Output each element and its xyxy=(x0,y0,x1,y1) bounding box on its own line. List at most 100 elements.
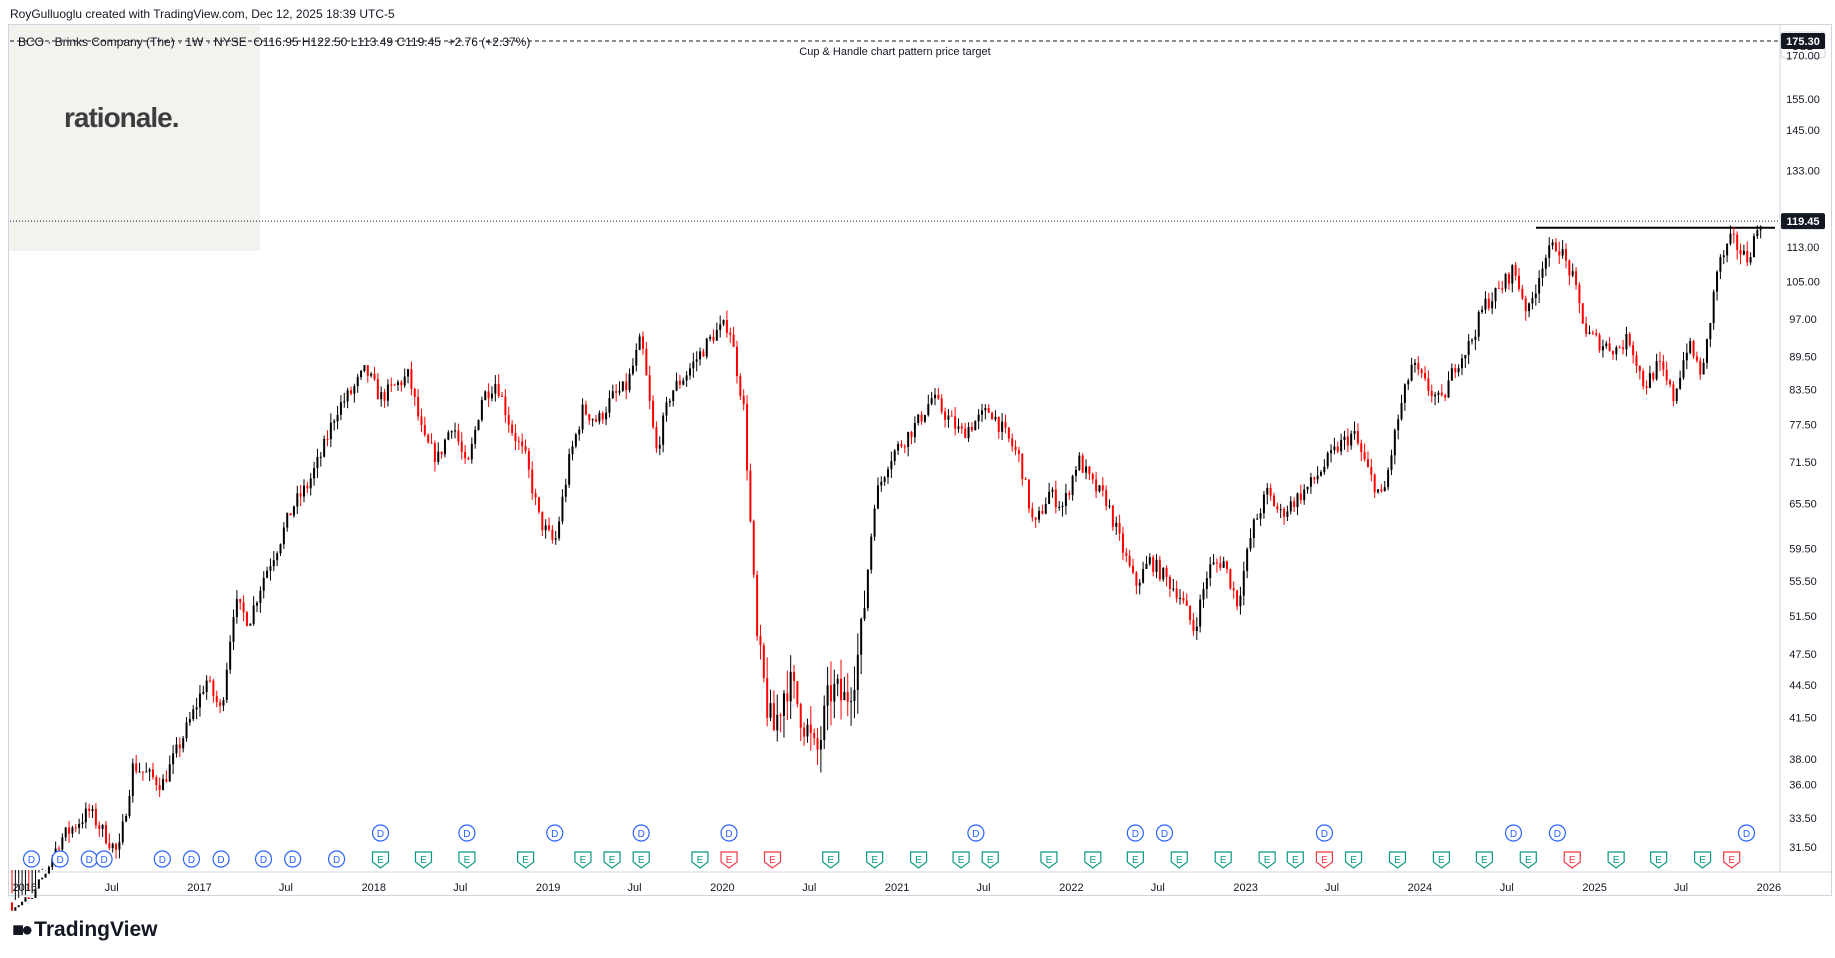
candle-body xyxy=(829,685,832,702)
price-axis[interactable]: USD 175.30119.45170.00155.00145.00133.00… xyxy=(1780,31,1826,854)
candle-body xyxy=(1313,477,1316,480)
candle-body xyxy=(1471,340,1474,342)
candle-body xyxy=(1679,377,1682,389)
candle-body xyxy=(605,412,608,420)
candle-body xyxy=(185,722,188,739)
dividend-marker xyxy=(1315,824,1334,842)
candle-body xyxy=(484,391,487,401)
candle-body xyxy=(1014,446,1017,451)
dividend-marker-glyph: D xyxy=(57,855,64,866)
candle-body xyxy=(860,618,863,655)
candle-body xyxy=(1182,597,1185,601)
y-tick-label: 77.50 xyxy=(1789,419,1817,431)
dividend-marker-glyph: D xyxy=(972,829,979,840)
candle-body xyxy=(1689,341,1692,353)
candle-body xyxy=(1266,487,1269,495)
earnings-marker-glyph: E xyxy=(1176,855,1183,866)
candle-body xyxy=(1199,599,1202,627)
candle-body xyxy=(1575,271,1578,285)
candle-body xyxy=(1595,333,1598,336)
candle-body xyxy=(853,689,856,702)
candle-body xyxy=(678,380,681,385)
tradingview-logo[interactable]: ■● TradingView xyxy=(12,918,158,942)
earnings-marker xyxy=(1170,851,1188,869)
candle-body xyxy=(1038,510,1041,520)
candle-body xyxy=(1330,450,1333,454)
candle-body xyxy=(1514,265,1517,276)
candle-body xyxy=(1363,452,1366,460)
candle-body xyxy=(1578,284,1581,304)
candle-body xyxy=(403,376,406,386)
candle-body xyxy=(316,456,319,469)
dividend-marker xyxy=(1155,824,1174,842)
x-tick-label: Jul xyxy=(453,882,467,894)
candle-body xyxy=(571,446,574,455)
x-tick-label: 2021 xyxy=(885,882,909,894)
symbol-name[interactable]: BCO · Brinks Company (The) · 1W · NYSE xyxy=(18,35,247,49)
candle-body xyxy=(1682,360,1685,378)
candle-body xyxy=(873,508,876,537)
candle-body xyxy=(1601,346,1604,351)
candle-body xyxy=(1236,590,1239,607)
candle-body xyxy=(1041,510,1044,514)
dividend-marker-glyph: D xyxy=(100,855,107,866)
candle-body xyxy=(615,391,618,393)
candle-body xyxy=(1457,368,1460,373)
candle-body xyxy=(1142,569,1145,583)
candle-body xyxy=(138,771,141,773)
candle-body xyxy=(890,461,893,470)
candle-body xyxy=(1632,345,1635,356)
candle-body xyxy=(262,577,265,591)
candle-body xyxy=(628,373,631,391)
candle-body xyxy=(947,415,950,420)
dividend-marker xyxy=(153,850,171,868)
candle-body xyxy=(1538,278,1541,294)
candle-body xyxy=(507,415,510,425)
candle-body xyxy=(501,396,504,398)
earnings-marker-glyph: E xyxy=(1350,855,1357,866)
candle-body xyxy=(1289,501,1292,512)
candle-body xyxy=(1088,466,1091,474)
candle-body xyxy=(564,484,567,497)
candle-body xyxy=(1645,386,1648,388)
candle-body xyxy=(1638,366,1641,372)
candle-body xyxy=(141,771,144,773)
candle-body xyxy=(1195,626,1198,631)
time-axis[interactable]: 2016 Jul 2017 Jul 2018 Jul 2019 Jul 2020 Jul 2021 J… xyxy=(13,882,1782,894)
candle-body xyxy=(299,493,302,497)
candle-body xyxy=(450,431,453,433)
candle-body xyxy=(31,897,34,899)
candle-body xyxy=(460,441,463,452)
candle-body xyxy=(1561,249,1564,256)
candle-body xyxy=(1021,453,1024,479)
earnings-miss-marker xyxy=(1723,851,1741,869)
earnings-marker-glyph: E xyxy=(697,855,704,866)
y-tick-label: 133.00 xyxy=(1786,166,1820,178)
candle-body xyxy=(323,438,326,457)
ohlc-close: C119.45 xyxy=(396,35,441,49)
candle-body xyxy=(1434,394,1437,397)
candle-body xyxy=(239,598,242,603)
candle-body xyxy=(104,824,107,844)
earnings-miss-marker-glyph: E xyxy=(1728,855,1735,866)
candle-body xyxy=(1484,298,1487,310)
candle-body xyxy=(715,329,718,341)
candle-body xyxy=(1581,303,1584,324)
earnings-marker-glyph: E xyxy=(580,855,587,866)
candle-body xyxy=(108,843,111,849)
candle-body xyxy=(1115,522,1118,527)
earnings-marker xyxy=(952,851,970,869)
candle-body xyxy=(863,608,866,619)
candle-body xyxy=(964,428,967,439)
candle-body xyxy=(229,641,232,670)
candle-body xyxy=(980,410,983,415)
candle-body xyxy=(423,425,426,435)
candle-body xyxy=(282,527,285,545)
candle-body xyxy=(1732,233,1735,235)
candle-body xyxy=(289,513,292,516)
candle-body xyxy=(326,438,329,440)
dividend-marker-glyph: D xyxy=(289,855,296,866)
candle-body xyxy=(81,822,84,824)
candle-body xyxy=(272,560,275,567)
